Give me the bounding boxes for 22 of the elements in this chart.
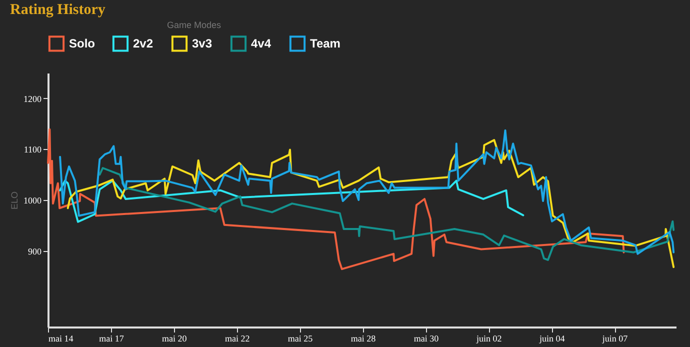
x-tick-label: juin 04 <box>538 334 566 344</box>
legend-title: Game Modes <box>166 20 222 30</box>
legend-label: 3v3 <box>192 36 212 51</box>
x-tick-label: juin 07 <box>601 334 628 344</box>
legend-label: 2v2 <box>133 36 154 51</box>
x-tick-label: mai 20 <box>162 334 188 344</box>
x-tick-label: mai 28 <box>350 334 376 344</box>
y-tick-label: 1200 <box>24 94 42 104</box>
legend-label: Solo <box>69 36 95 51</box>
y-tick-label: 1100 <box>24 144 42 155</box>
x-tick-label: mai 25 <box>288 334 314 344</box>
x-tick-label: mai 17 <box>99 334 124 344</box>
legend-label: Team <box>310 36 340 51</box>
x-tick-label: mai 30 <box>414 334 440 344</box>
y-axis-title: ELO <box>10 191 20 210</box>
x-tick-label: mai 22 <box>224 334 250 344</box>
y-tick-label: 1000 <box>24 196 42 206</box>
x-tick-label: juin 02 <box>476 334 502 344</box>
y-tick-label: 900 <box>28 246 42 256</box>
chart-title: Rating History <box>10 2 106 18</box>
x-tick-label: mai 14 <box>48 334 74 344</box>
legend-label: 4v4 <box>251 36 272 51</box>
